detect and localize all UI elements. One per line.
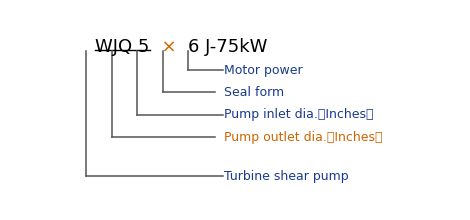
Text: Motor power: Motor power bbox=[225, 64, 303, 77]
Text: ×: × bbox=[149, 38, 188, 56]
Text: Pump outlet dia.（Inches）: Pump outlet dia.（Inches） bbox=[225, 131, 383, 144]
Text: 6 J-75kW: 6 J-75kW bbox=[188, 38, 267, 56]
Text: Seal form: Seal form bbox=[225, 86, 285, 99]
Text: WJQ 5: WJQ 5 bbox=[95, 38, 149, 56]
Text: Turbine shear pump: Turbine shear pump bbox=[225, 170, 349, 183]
Text: Pump inlet dia.（Inches）: Pump inlet dia.（Inches） bbox=[225, 108, 374, 121]
